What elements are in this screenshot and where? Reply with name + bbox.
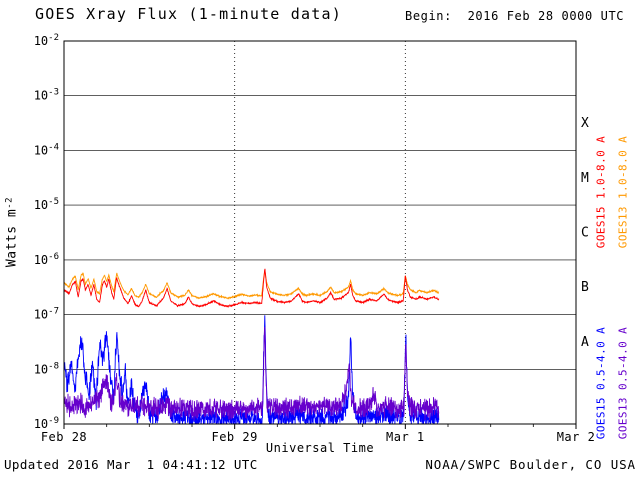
series-trace-goes15-long [63, 268, 440, 308]
y-axis-title-base: Watts m [4, 208, 20, 268]
updated-timestamp: Updated 2016 Mar 1 04:41:12 UTC [4, 457, 258, 472]
y-axis-title: Watts m-2 [5, 197, 20, 267]
series-label-goes13-short: GOES13 0.5-4.0 A [616, 326, 630, 440]
credit-label: NOAA/SWPC Boulder, CO USA [425, 457, 636, 472]
x-tick-label: Mar 1 [386, 430, 425, 444]
series-trace-goes13-long [63, 270, 439, 300]
series-trace-goes13-short [63, 326, 440, 421]
y-tick-label: 10-4 [34, 142, 59, 157]
y-tick-label: 10-6 [34, 252, 59, 267]
flare-class-label: B [581, 280, 589, 295]
y-tick-label: 10-2 [34, 33, 59, 48]
series-label-goes15-short: GOES15 0.5-4.0 A [594, 326, 608, 440]
x-tick-label: Feb 29 [211, 430, 257, 444]
series-label-goes15-long: GOES15 1.0-8.0 A [594, 135, 608, 249]
flare-class-label: X [581, 116, 589, 131]
y-tick-label: 10-8 [34, 361, 59, 376]
chart-title: GOES Xray Flux (1-minute data) [35, 5, 342, 23]
y-tick-label: 10-3 [34, 88, 59, 103]
y-tick-label: 10-9 [34, 416, 59, 431]
series-label-goes13-long: GOES13 1.0-8.0 A [616, 135, 630, 249]
plot-frame [63, 40, 577, 425]
begin-timestamp: Begin: 2016 Feb 28 0000 UTC [405, 9, 625, 23]
flare-class-label: M [581, 171, 589, 186]
flare-class-label: A [581, 335, 589, 350]
x-axis-title: Universal Time [265, 441, 375, 455]
y-tick-label: 10-5 [34, 197, 59, 212]
y-tick-label: 10-7 [34, 307, 59, 322]
flare-class-label: C [581, 226, 589, 241]
y-axis-title-exponent: -2 [4, 196, 15, 209]
x-tick-label: Mar 2 [557, 430, 596, 444]
x-tick-label: Feb 28 [41, 430, 87, 444]
